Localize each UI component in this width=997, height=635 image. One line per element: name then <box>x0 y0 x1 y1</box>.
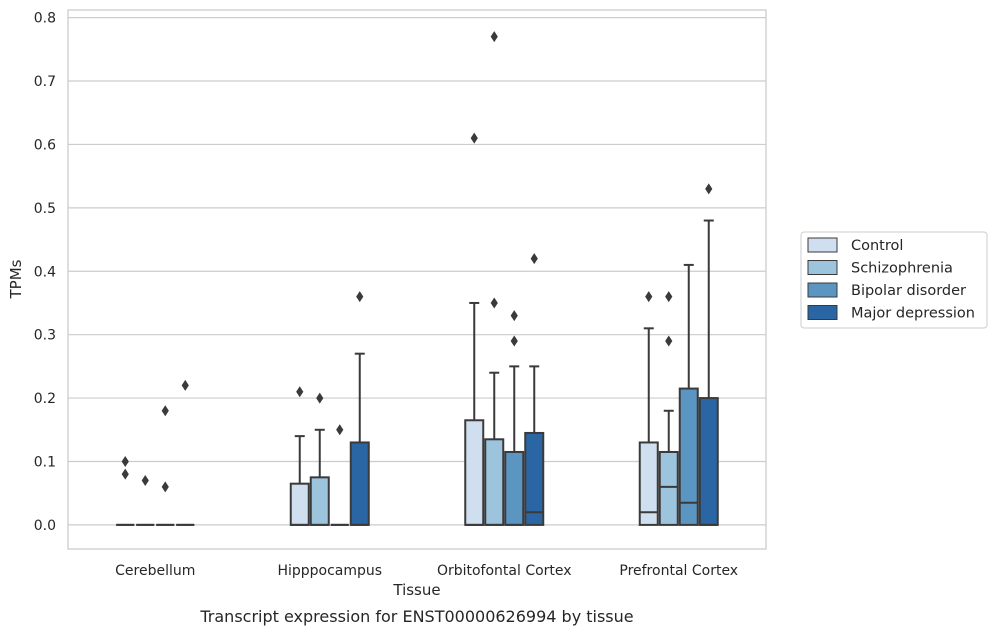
y-tick-label: 0.1 <box>34 454 56 470</box>
box-body <box>504 450 525 526</box>
outlier-point <box>665 335 673 347</box>
outlier-point <box>161 405 169 417</box>
x-axis-title: Tissue <box>392 581 440 599</box>
legend-swatch <box>807 260 838 275</box>
outlier-point <box>490 297 498 309</box>
y-tick-label: 0.8 <box>34 11 56 27</box>
box-3-1 <box>349 291 370 526</box>
legend-swatch <box>807 282 838 298</box>
box-body <box>289 482 310 526</box>
y-tick-label: 0.5 <box>34 201 56 217</box>
box-2-1 <box>330 424 349 526</box>
chart-caption: Transcript expression for ENST0000062699… <box>199 607 633 626</box>
box-3-2 <box>524 253 545 526</box>
x-tick-label: Hipppocampus <box>277 563 382 579</box>
box-body <box>484 438 505 526</box>
outlier-point <box>161 481 169 493</box>
box-body <box>678 387 699 526</box>
box-body <box>658 450 679 526</box>
legend-swatch <box>807 305 838 320</box>
legend: Control Schizophrenia Bipolar disorder Majo… <box>800 231 988 329</box>
outlier-point <box>181 379 189 391</box>
box-body <box>698 397 719 526</box>
y-tick-labels: 0.0 0.1 0.2 0.3 0.4 0.5 0.6 0.7 0.8 <box>34 11 56 534</box>
y-tick-label: 0.0 <box>34 518 56 534</box>
outlier-point <box>356 291 364 303</box>
box-1-3 <box>658 291 679 526</box>
outlier-point <box>121 455 129 467</box>
box-1-1 <box>309 392 330 526</box>
outlier-point <box>296 386 304 398</box>
outlier-point <box>665 291 673 303</box>
box-body <box>349 441 370 526</box>
y-tick-label: 0.2 <box>34 391 56 407</box>
box-3-0 <box>176 379 195 526</box>
outlier-point <box>316 392 324 404</box>
box-body <box>524 431 545 526</box>
y-tick-label: 0.7 <box>34 74 56 90</box>
box-0-0 <box>116 455 135 526</box>
x-tick-label: Cerebellum <box>115 563 195 579</box>
box-0-2 <box>464 132 485 526</box>
box-0-3 <box>638 291 659 526</box>
outlier-point <box>121 468 129 480</box>
outlier-point <box>645 291 653 303</box>
legend-frame <box>800 231 988 329</box>
outlier-point <box>336 424 344 436</box>
y-axis-title: TPMs <box>7 259 25 299</box>
outlier-point <box>510 310 518 322</box>
outlier-point <box>530 253 538 265</box>
legend-label: Schizophrenia <box>851 261 953 277</box>
outlier-point <box>705 183 713 195</box>
box-plot-marks <box>116 31 719 526</box>
y-tick-label: 0.6 <box>34 137 56 153</box>
legend-label: Major depression <box>851 306 975 322</box>
outlier-point <box>490 31 498 43</box>
box-body <box>464 419 485 526</box>
box-2-0 <box>156 405 175 526</box>
y-tick-label: 0.3 <box>34 328 56 344</box>
box-3-3 <box>698 183 719 526</box>
box-1-2 <box>484 31 505 526</box>
outlier-point <box>470 132 478 144</box>
legend-label: Control <box>851 238 903 254</box>
x-tick-labels: Cerebellum Hipppocampus Orbitofontal Corte… <box>115 563 738 579</box>
legend-swatch <box>807 237 838 253</box>
outlier-point <box>510 335 518 347</box>
box-2-3 <box>678 263 699 526</box>
box-2-2 <box>504 310 525 526</box>
x-tick-label: Orbitofontal Cortex <box>437 563 572 579</box>
box-body <box>638 441 659 526</box>
box-body <box>309 476 330 526</box>
plot-frame <box>67 9 767 550</box>
grid-lines <box>68 17 766 526</box>
box-0-1 <box>289 386 310 526</box>
x-tick-label: Prefrontal Cortex <box>619 563 738 579</box>
legend-label: Bipolar disorder <box>851 283 966 299</box>
y-tick-label: 0.4 <box>34 264 56 280</box>
outlier-point <box>141 475 149 487</box>
box-1-0 <box>136 475 155 526</box>
